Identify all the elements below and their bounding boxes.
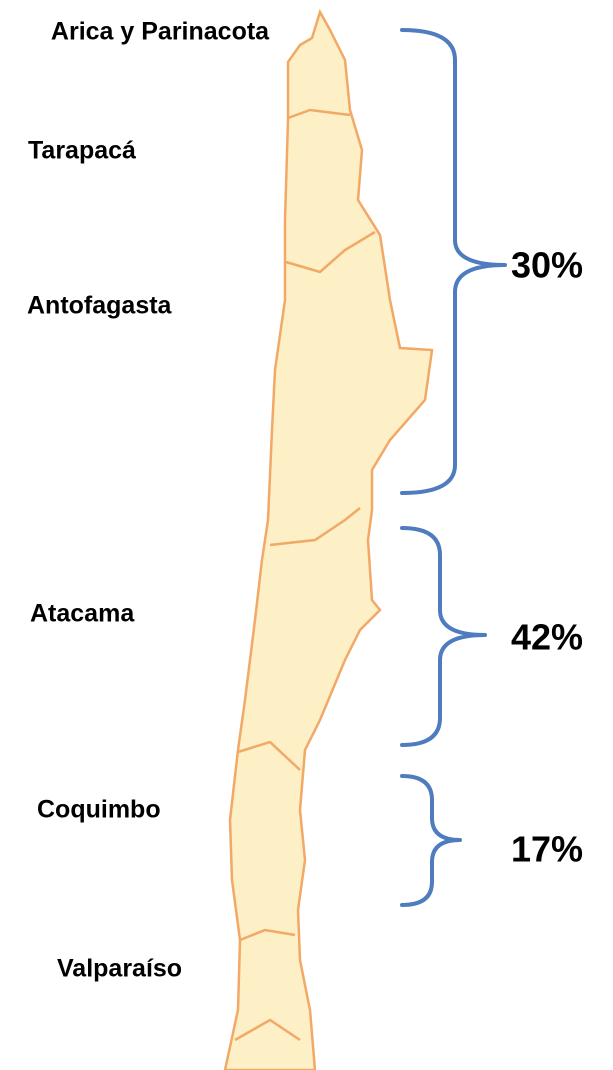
- region-border: [234, 1018, 301, 1042]
- region-border: [269, 507, 361, 547]
- region-label: Atacama: [30, 600, 135, 628]
- bracket: [400, 774, 462, 907]
- region-label: Coquimbo: [37, 796, 161, 824]
- region-label: Tarapacá: [28, 137, 136, 165]
- region-label: Antofagasta: [27, 292, 173, 320]
- bracket: [400, 28, 507, 495]
- land: [223, 8, 434, 1070]
- region-border: [287, 108, 351, 120]
- region-border: [239, 928, 296, 942]
- percent-label: 30%: [511, 245, 583, 286]
- region-label: Arica y Parinacota: [51, 18, 270, 46]
- region-border: [285, 230, 376, 274]
- percent-label: 17%: [511, 829, 583, 870]
- percent-label: 42%: [511, 617, 583, 658]
- bracket: [400, 526, 487, 747]
- region-label: Valparaíso: [57, 955, 182, 983]
- region-border: [237, 740, 301, 771]
